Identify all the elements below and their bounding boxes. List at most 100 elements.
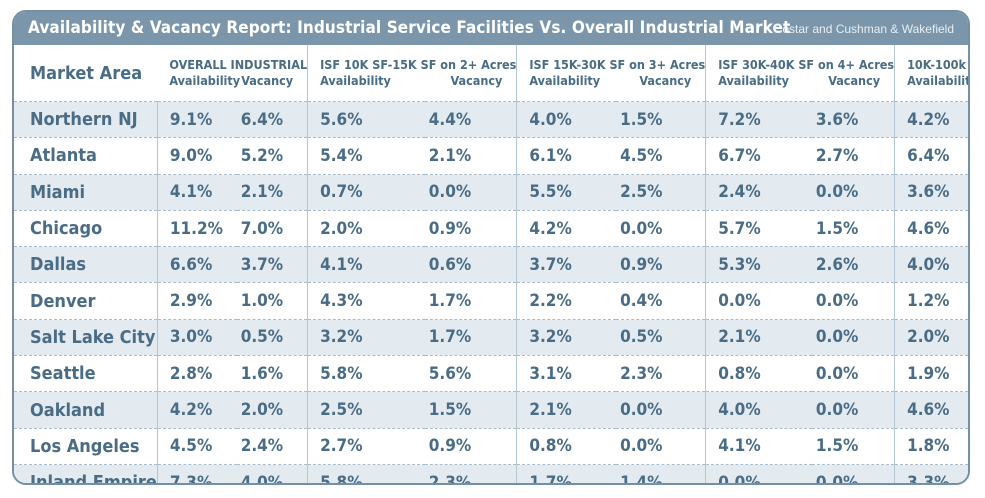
vacancy-subheader: Vacancy [450,73,503,88]
table-row: Northern NJ 9.1% 6.4% 5.6% 4.4% 4.0% 1.5% 7.2% 3… [14,100,968,138]
market-name: Salt Lake City [14,318,158,356]
availability-cell: 4.5% [156,427,237,465]
availability-cell: 5.3% [705,246,812,283]
group-title: ISF 30K-40K SF on 4+ Acres [718,57,895,72]
group-subheaders: Availability Vacancy [718,73,894,89]
market-name: Dallas [14,246,158,283]
vacancy-cell: 4.0% [236,463,308,483]
availability-cell: 2.7% [307,427,425,465]
availability-cell: 6.7% [705,137,812,175]
vacancy-cell: 1.5% [616,100,706,138]
vacancy-cell: 0.4% [616,282,706,320]
availability-cell: 4.1% [705,427,812,465]
group-header: 10K-100k SF 0-20% FARAvailabilityVacancy [894,45,970,102]
availability-cell: 0.8% [705,355,812,392]
table-body: Northern NJ 9.1% 6.4% 5.6% 4.4% 4.0% 1.5% 7.2% 3… [14,100,968,483]
vacancy-cell: 0.9% [424,209,517,247]
availability-cell: 4.6% [894,209,968,247]
market-name: Los Angeles [14,427,158,465]
availability-subheader: Availability [718,73,789,88]
vacancy-cell: 0.0% [811,318,895,356]
vacancy-cell: 0.0% [616,427,706,465]
availability-subheader: Availability [169,73,241,88]
availability-cell: 7.2% [705,100,812,138]
availability-cell: 9.0% [156,137,237,175]
vacancy-subheader: Vacancy [828,73,881,88]
availability-cell: 2.1% [705,318,812,356]
table-row: Denver 2.9% 1.0% 4.3% 1.7% 2.2% 0.4% 0.0% 0.0% 1.… [14,282,968,320]
vacancy-cell: 0.9% [616,246,706,283]
vacancy-cell: 5.2% [236,137,308,175]
availability-cell: 2.2% [516,282,617,320]
availability-cell: 5.7% [705,209,812,247]
availability-cell: 2.0% [894,318,968,356]
availability-cell: 4.6% [894,391,968,429]
vacancy-cell: 0.0% [811,391,895,429]
availability-cell: 0.0% [705,463,812,483]
availability-cell: 0.0% [705,282,812,320]
availability-cell: 3.7% [516,246,617,283]
vacancy-cell: 0.5% [236,318,308,356]
availability-cell: 11.2% [156,209,237,247]
market-name: Denver [14,282,158,320]
market-name: Northern NJ [14,100,158,138]
availability-cell: 4.0% [516,100,617,138]
market-name: Seattle [14,355,158,392]
availability-cell: 4.0% [894,246,968,283]
vacancy-cell: 0.6% [424,246,517,283]
market-name: Oakland [14,391,158,429]
group-header: OVERALL INDUSTRIAL Availability Vacancy [157,45,307,102]
vacancy-cell: 2.0% [236,391,308,429]
vacancy-cell: 2.1% [424,137,517,175]
availability-cell: 5.5% [516,173,617,211]
vacancy-cell: 6.4% [236,100,308,138]
availability-cell: 3.2% [516,318,617,356]
availability-table: Market Area OVERALL INDUSTRIAL Availabili… [14,45,970,483]
vacancy-cell: 3.7% [236,246,308,283]
availability-cell: 1.7% [516,463,617,483]
availability-cell: 4.0% [705,391,812,429]
availability-cell: 1.2% [894,282,968,320]
vacancy-cell: 4.5% [616,137,706,175]
availability-cell: 4.3% [307,282,425,320]
vacancy-cell: 0.9% [424,427,517,465]
vacancy-cell: 1.7% [424,282,517,320]
availability-subheader: Availability [907,73,970,88]
table-row: Oakland 4.2% 2.0% 2.5% 1.5% 2.1% 0.0% 4.0% 0.0% 4… [14,391,968,429]
vacancy-cell: 3.6% [811,100,895,138]
vacancy-cell: 2.5% [616,173,706,211]
availability-cell: 2.5% [307,391,425,429]
availability-cell: 0.7% [307,173,425,211]
group-title: ISF 10K SF-15K SF on 2+ Acres [320,57,517,72]
availability-cell: 5.6% [307,100,425,138]
vacancy-cell: 0.0% [811,355,895,392]
availability-cell: 6.4% [894,137,968,175]
availability-cell: 2.4% [705,173,812,211]
table-row: Dallas 6.6% 3.7% 4.1% 0.6% 3.7% 0.9% 5.3% 2.6% 4.… [14,246,968,283]
vacancy-cell: 0.0% [811,282,895,320]
table-row: Los Angeles 4.5% 2.4% 2.7% 0.9% 0.8% 0.0% 4.1% 1… [14,427,968,465]
market-name: Chicago [14,209,158,247]
availability-cell: 3.3% [894,463,968,483]
availability-cell: 6.1% [516,137,617,175]
availability-subheader: Availability [529,73,601,88]
vacancy-cell: 7.0% [236,209,308,247]
group-header: ISF 30K-40K SF on 4+ Acres Availability Va… [705,45,895,102]
vacancy-cell: 0.0% [811,173,895,211]
vacancy-cell: 2.3% [616,355,706,392]
availability-cell: 2.8% [156,355,237,392]
vacancy-cell: 1.7% [424,318,517,356]
vacancy-cell: 0.0% [616,391,706,429]
availability-subheader: Availability [320,73,391,88]
availability-cell: 4.2% [516,209,617,247]
availability-cell: 3.6% [894,173,968,211]
availability-cell: 6.6% [156,246,237,283]
table-row: Miami 4.1% 2.1% 0.7% 0.0% 5.5% 2.5% 2.4% 0.0% 3.6… [14,173,968,211]
vacancy-cell: 2.4% [236,427,308,465]
vacancy-cell: 5.6% [424,355,517,392]
availability-cell: 4.1% [307,246,425,283]
report-title: Availability & Vacancy Report: Industria… [28,18,791,38]
availability-cell: 2.9% [156,282,237,320]
